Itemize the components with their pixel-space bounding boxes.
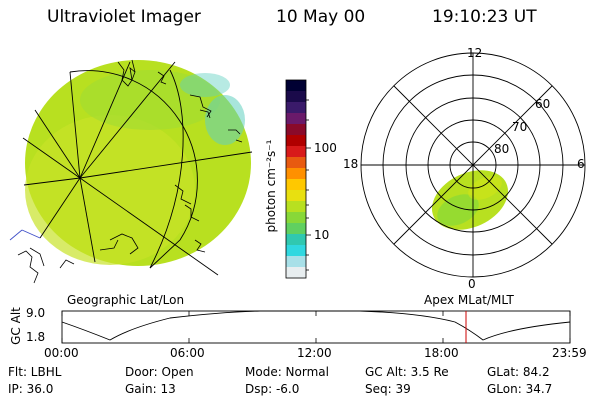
- altitude-ytick-max: 9.0: [26, 306, 46, 320]
- colorbar-segment: [286, 267, 306, 279]
- altitude-xtick-0000: 00:00: [44, 346, 79, 360]
- colorbar-segment: [286, 179, 306, 191]
- altitude-xtick-1800: 18:00: [424, 346, 459, 360]
- colorbar-segment: [286, 124, 306, 136]
- title: Ultraviolet Imager: [47, 7, 201, 27]
- colorbar-tick-100: 100: [314, 141, 337, 155]
- polar-caption: Apex MLat/MLT: [424, 293, 514, 307]
- info-flt: Flt: LBHL: [8, 365, 62, 379]
- mlat-label-70: 70: [512, 120, 528, 134]
- mlat-label-80: 80: [494, 142, 510, 156]
- latlon-grid: [9, 61, 253, 276]
- mlat-label-60: 60: [535, 97, 551, 111]
- colorbar-unit-label: photon cm⁻²s⁻¹: [264, 139, 278, 233]
- colorbar-segment: [286, 168, 306, 180]
- colorbar: [286, 80, 306, 279]
- earth-disc-image: [25, 60, 251, 266]
- info-seq: Seq: 39: [365, 382, 411, 396]
- info-glat: GLat: 84.2: [487, 365, 550, 379]
- date: 10 May 00: [276, 7, 366, 27]
- colorbar-segment: [286, 157, 306, 169]
- altitude-xtick-0600: 06:00: [170, 346, 205, 360]
- colorbar-segment: [286, 212, 306, 224]
- colorbar-segment: [286, 146, 306, 158]
- mlt-label-18: 18: [343, 157, 359, 171]
- mlt-label-6: 6: [577, 157, 585, 171]
- info-glon: GLon: 34.7: [487, 382, 553, 396]
- colorbar-segment: [286, 245, 306, 257]
- altitude-ytick-min: 1.8: [26, 330, 46, 344]
- altitude-plot: [61, 310, 571, 344]
- colorbar-segment: [286, 234, 306, 246]
- mlt-label-12: 12: [467, 46, 483, 60]
- lat-circle: [69, 70, 198, 269]
- colorbar-segment: [286, 256, 306, 268]
- lat-circle-2: [149, 69, 184, 269]
- colorbar-segment: [286, 80, 306, 92]
- polar-plot: [360, 52, 586, 278]
- altitude-curve: [61, 310, 571, 341]
- colorbar-segment: [286, 91, 306, 103]
- altitude-axis-label: GC Alt: [9, 307, 23, 345]
- auroral-oval: [431, 170, 509, 230]
- polar-diag-2: [393, 85, 553, 245]
- altitude-xtick-1200: 12:00: [297, 346, 332, 360]
- left-map-caption: Geographic Lat/Lon: [67, 293, 185, 307]
- info-ip: IP: 36.0: [8, 382, 54, 396]
- info-gcalt: GC Alt: 3.5 Re: [365, 365, 449, 379]
- colorbar-segment: [286, 201, 306, 213]
- time: 19:10:23 UT: [432, 7, 537, 27]
- coastlines: [17, 59, 243, 284]
- colorbar-segment: [286, 102, 306, 114]
- info-mode: Mode: Normal: [245, 365, 329, 379]
- info-gain: Gain: 13: [125, 382, 176, 396]
- colorbar-segment: [286, 135, 306, 147]
- colorbar-tick-10: 10: [314, 228, 330, 242]
- colorbar-segment: [286, 113, 306, 125]
- colorbar-ticks: [306, 99, 311, 271]
- mlt-label-0: 0: [468, 277, 476, 291]
- altitude-xtick-2359: 23:59: [552, 346, 587, 360]
- info-door: Door: Open: [125, 365, 194, 379]
- info-dsp: Dsp: -6.0: [245, 382, 300, 396]
- colorbar-segment: [286, 190, 306, 202]
- colorbar-segment: [286, 223, 306, 235]
